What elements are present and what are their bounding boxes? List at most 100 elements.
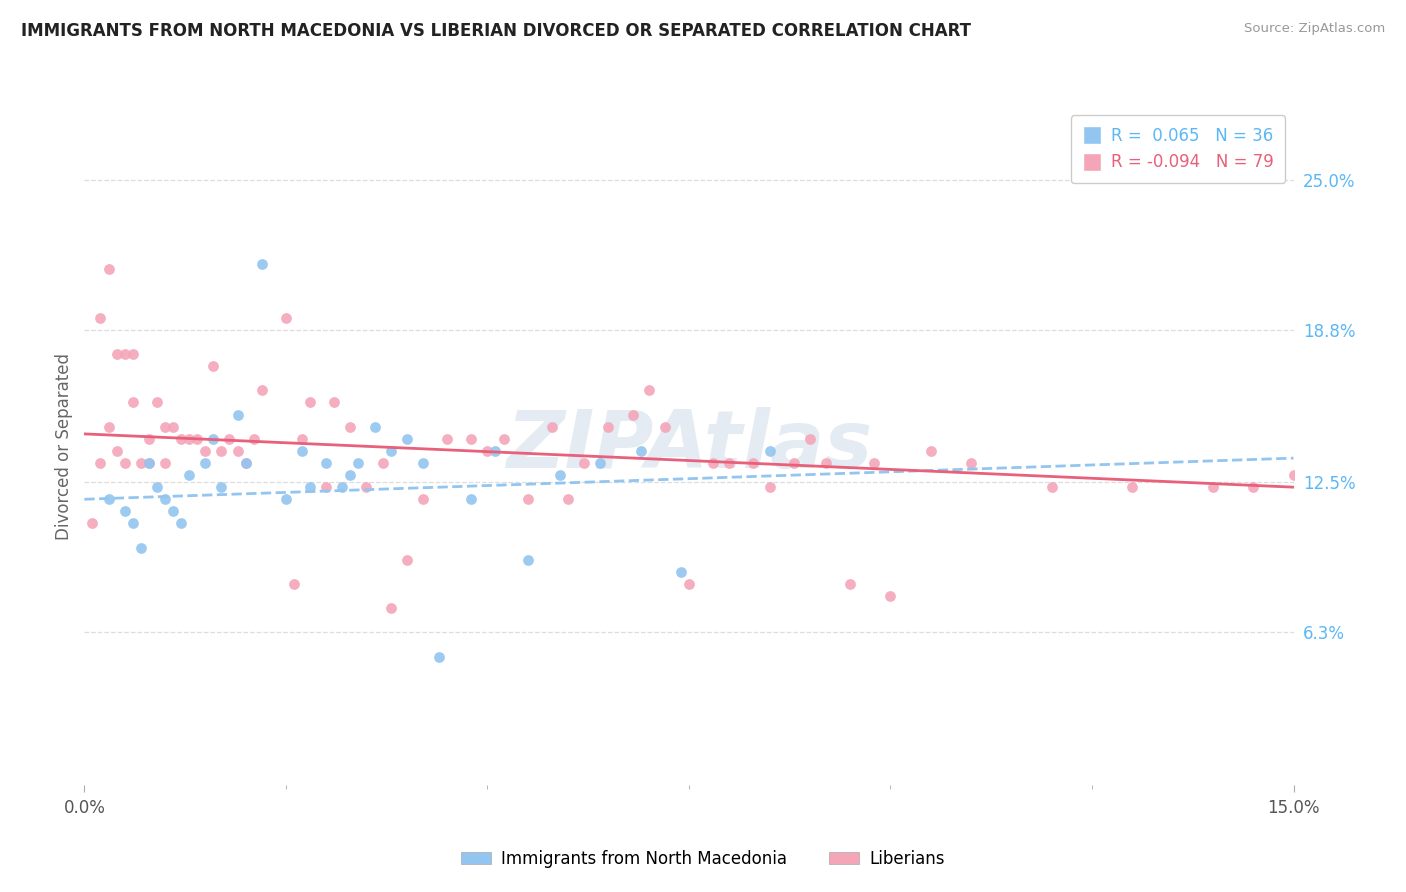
Point <box>395 553 418 567</box>
Point <box>783 456 806 470</box>
Point <box>1362 480 1385 494</box>
Text: Source: ZipAtlas.com: Source: ZipAtlas.com <box>1244 22 1385 36</box>
Point <box>879 589 901 603</box>
Point <box>82 516 104 531</box>
Point <box>356 480 378 494</box>
Point <box>718 456 741 470</box>
Point <box>291 443 314 458</box>
Point <box>162 419 184 434</box>
Point <box>226 408 249 422</box>
Point <box>621 408 644 422</box>
Point <box>702 456 724 470</box>
Point <box>170 432 193 446</box>
Point <box>153 419 176 434</box>
Point <box>1040 480 1063 494</box>
Point <box>799 432 821 446</box>
Point <box>1202 480 1225 494</box>
Point <box>138 456 160 470</box>
Point <box>186 432 208 446</box>
Point <box>758 443 780 458</box>
Point <box>146 395 169 409</box>
Point <box>97 492 120 507</box>
Point <box>589 456 612 470</box>
Legend: R =  0.065   N = 36, R = -0.094   N = 79: R = 0.065 N = 36, R = -0.094 N = 79 <box>1071 115 1285 183</box>
Point <box>380 601 402 615</box>
Point <box>89 456 111 470</box>
Point <box>202 359 225 373</box>
Point <box>395 432 418 446</box>
Point <box>235 456 257 470</box>
Point <box>299 480 322 494</box>
Point <box>598 419 620 434</box>
Text: IMMIGRANTS FROM NORTH MACEDONIA VS LIBERIAN DIVORCED OR SEPARATED CORRELATION CH: IMMIGRANTS FROM NORTH MACEDONIA VS LIBER… <box>21 22 972 40</box>
Point <box>548 468 571 483</box>
Point <box>1121 480 1143 494</box>
Point <box>179 468 201 483</box>
Point <box>274 310 297 325</box>
Point <box>153 456 176 470</box>
Point <box>460 492 482 507</box>
Point <box>477 443 499 458</box>
Point <box>758 480 780 494</box>
Point <box>516 553 538 567</box>
Point <box>242 432 264 446</box>
Point <box>371 456 394 470</box>
Point <box>299 395 322 409</box>
Point <box>960 456 983 470</box>
Point <box>920 443 942 458</box>
Point <box>114 504 136 518</box>
Point <box>315 480 337 494</box>
Point <box>460 432 482 446</box>
Point <box>153 492 176 507</box>
Point <box>637 384 659 398</box>
Point <box>283 577 305 591</box>
Point <box>572 456 595 470</box>
Point <box>97 419 120 434</box>
Point <box>541 419 564 434</box>
Point <box>380 443 402 458</box>
Point <box>492 432 515 446</box>
Point <box>412 456 434 470</box>
Point <box>678 577 700 591</box>
Point <box>114 456 136 470</box>
Point <box>129 541 152 555</box>
Point <box>194 456 217 470</box>
Point <box>129 456 152 470</box>
Point <box>138 432 160 446</box>
Point <box>516 492 538 507</box>
Point <box>146 480 169 494</box>
Legend: Immigrants from North Macedonia, Liberians: Immigrants from North Macedonia, Liberia… <box>454 844 952 875</box>
Point <box>105 347 128 361</box>
Point <box>89 310 111 325</box>
Point <box>347 456 370 470</box>
Point <box>339 468 361 483</box>
Point <box>484 443 506 458</box>
Point <box>226 443 249 458</box>
Point <box>218 432 240 446</box>
Point <box>363 419 385 434</box>
Point <box>436 432 458 446</box>
Point <box>209 480 232 494</box>
Point <box>654 419 676 434</box>
Point <box>170 516 193 531</box>
Text: ZIPAtlas: ZIPAtlas <box>506 407 872 485</box>
Point <box>121 347 143 361</box>
Point <box>839 577 862 591</box>
Point <box>669 565 692 579</box>
Point <box>114 347 136 361</box>
Point <box>209 443 232 458</box>
Point <box>97 262 120 277</box>
Point <box>250 384 273 398</box>
Point <box>814 456 837 470</box>
Point <box>121 395 143 409</box>
Point <box>235 456 257 470</box>
Point <box>339 419 361 434</box>
Point <box>179 432 201 446</box>
Point <box>557 492 579 507</box>
Y-axis label: Divorced or Separated: Divorced or Separated <box>55 352 73 540</box>
Point <box>412 492 434 507</box>
Point <box>630 443 652 458</box>
Point <box>315 456 337 470</box>
Point <box>121 516 143 531</box>
Point <box>863 456 886 470</box>
